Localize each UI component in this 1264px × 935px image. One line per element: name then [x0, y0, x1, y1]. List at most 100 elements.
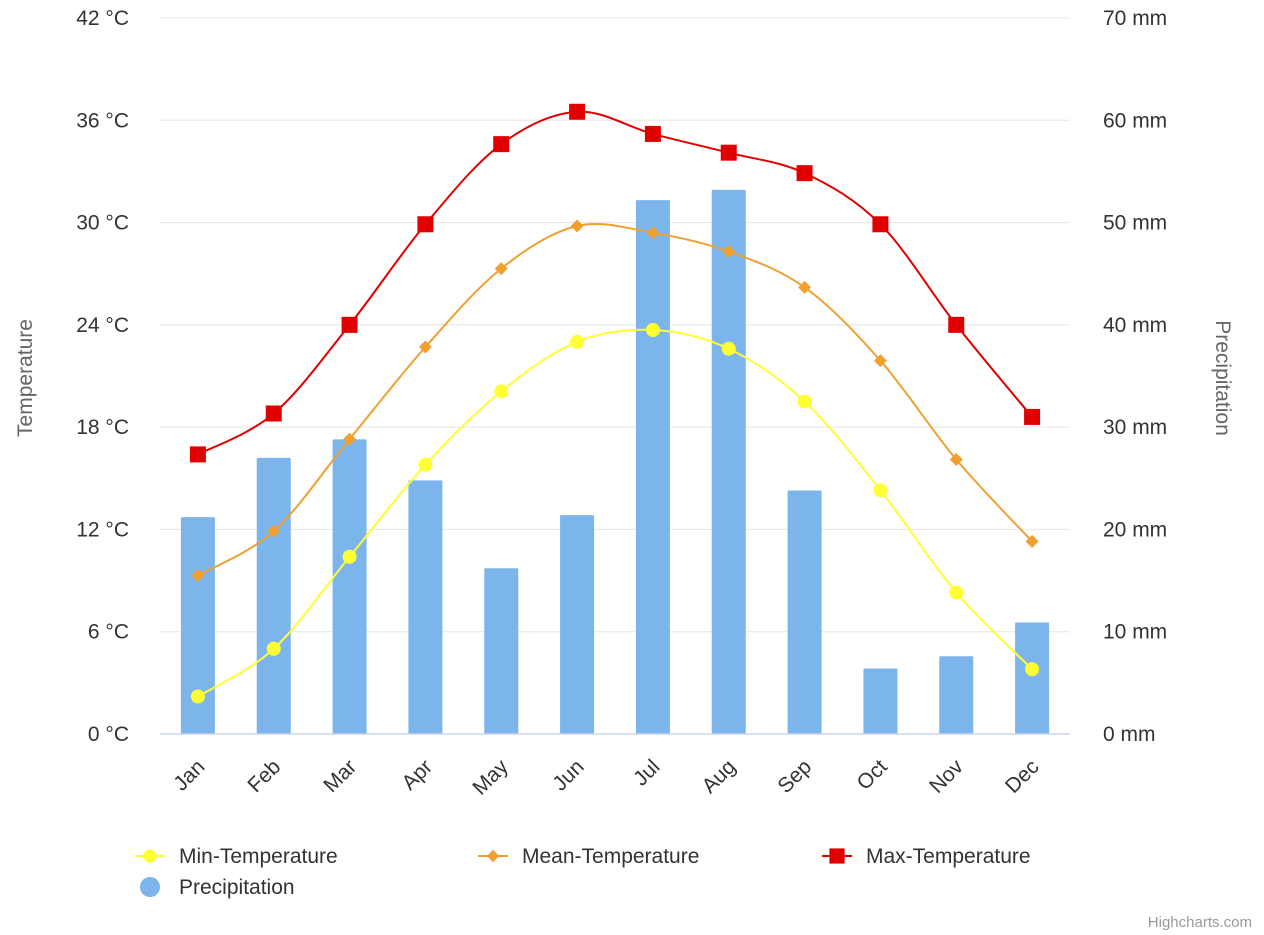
min-temperature-point: [873, 483, 888, 498]
x-tick-label: Sep: [773, 755, 816, 798]
x-tick-label: Aug: [698, 755, 741, 798]
min-temperature-point: [418, 457, 433, 472]
mean-temperature-point: [722, 245, 736, 259]
mean-temperature-point: [646, 226, 660, 240]
mean-temperature-point: [873, 354, 887, 368]
credit-text[interactable]: Highcharts.com: [1148, 914, 1252, 931]
left-tick-label: 0 °C: [88, 723, 129, 746]
max-temperature-point: [796, 165, 813, 182]
legend-label-precipitation: Precipitation: [179, 876, 295, 899]
x-axis-ticks: Jan Feb Mar Apr May Jun Jul Aug Sep Oct Nov Dec: [169, 755, 1043, 800]
max-temperature-point: [341, 316, 358, 333]
legend-symbol-precipitation: [140, 877, 160, 897]
legend-item-mean-temperature: Mean-Temperature: [478, 845, 699, 868]
mean-temperature-point: [798, 280, 812, 294]
precipitation-bar: [256, 457, 291, 734]
right-tick-label: 10 mm: [1103, 621, 1167, 644]
max-temperature-point: [265, 405, 282, 422]
max-temperature-point: [720, 144, 737, 161]
x-tick-label: Feb: [243, 755, 285, 797]
legend-marker-min-temperature: [143, 849, 157, 863]
max-temperature-point: [1024, 408, 1041, 425]
max-temperature-point: [872, 216, 889, 233]
right-tick-label: 60 mm: [1103, 109, 1167, 132]
min-temperature-point: [266, 641, 281, 656]
min-temperature-point: [645, 322, 660, 337]
right-tick-label: 20 mm: [1103, 518, 1167, 541]
x-tick-label: Jul: [629, 755, 664, 790]
max-temperature-point: [189, 446, 206, 463]
left-tick-label: 6 °C: [88, 621, 129, 644]
left-axis-ticks: 0 °C 6 °C 12 °C 18 °C 24 °C 30 °C 36 °C 42 °C: [76, 7, 129, 746]
right-axis-ticks: 0 mm 10 mm 20 mm 30 mm 40 mm 50 mm 60 mm 70 mm: [1103, 7, 1167, 746]
temperature-lines: [189, 103, 1041, 704]
mean-temperature-point: [1025, 534, 1039, 548]
min-temperature-point: [949, 585, 964, 600]
legend-marker-max-temperature: [829, 848, 845, 864]
legend-item-precipitation: Precipitation: [140, 876, 295, 899]
legend-label-max-temperature: Max-Temperature: [866, 845, 1031, 868]
legend-label-min-temperature: Min-Temperature: [179, 845, 338, 868]
left-tick-label: 30 °C: [76, 212, 129, 235]
max-temperature-point: [948, 316, 965, 333]
right-tick-label: 50 mm: [1103, 212, 1167, 235]
x-tick-label: Oct: [853, 755, 892, 794]
legend-marker-mean-temperature: [486, 849, 500, 863]
precipitation-bar: [408, 480, 443, 734]
x-tick-label: Apr: [398, 755, 437, 794]
right-tick-label: 40 mm: [1103, 314, 1167, 337]
right-tick-label: 70 mm: [1103, 7, 1167, 30]
x-tick-label: Jan: [169, 755, 209, 795]
mean-temperature-point: [267, 524, 281, 538]
legend-label-mean-temperature: Mean-Temperature: [522, 845, 699, 868]
min-temperature-point: [721, 341, 736, 356]
x-tick-label: Dec: [1001, 755, 1044, 798]
min-temperature-point: [570, 334, 585, 349]
mean-temperature-point: [494, 262, 508, 276]
x-tick-label: Jun: [548, 755, 588, 795]
precipitation-bar: [635, 200, 670, 734]
max-temperature-point: [569, 103, 586, 120]
legend-item-max-temperature: Max-Temperature: [822, 845, 1031, 868]
x-tick-label: May: [468, 755, 513, 800]
left-tick-label: 42 °C: [76, 7, 129, 30]
left-tick-label: 24 °C: [76, 314, 129, 337]
precipitation-bar: [560, 515, 595, 734]
precipitation-bar: [863, 668, 898, 734]
max-temperature-point: [644, 125, 661, 142]
mean-temperature-point: [949, 453, 963, 467]
mean-temperature-point: [570, 219, 584, 233]
mean-temperature-point: [418, 340, 432, 354]
mean-temperature-line: [197, 222, 1033, 577]
min-temperature-line: [197, 328, 1033, 698]
precipitation-bar: [939, 656, 974, 734]
left-axis-title: Temperature: [14, 319, 37, 437]
min-temperature-point: [797, 394, 812, 409]
grid-lines: [160, 17, 1070, 735]
precipitation-bar: [332, 439, 367, 734]
max-temperature-point: [493, 136, 510, 153]
left-tick-label: 18 °C: [76, 416, 129, 439]
precipitation-bar: [787, 490, 822, 734]
left-tick-label: 36 °C: [76, 109, 129, 132]
legend-item-min-temperature: Min-Temperature: [135, 845, 338, 868]
precipitation-bars: [180, 189, 1050, 735]
legend: Min-Temperature Mean-Temperature Max-Tempe…: [135, 845, 1031, 899]
max-temperature-point: [417, 216, 434, 233]
min-temperature-point: [494, 384, 509, 399]
left-tick-label: 12 °C: [76, 518, 129, 541]
x-tick-label: Nov: [925, 755, 968, 798]
x-tick-label: Mar: [319, 755, 361, 797]
mean-temperature-point: [191, 568, 205, 582]
precipitation-bar: [711, 189, 746, 735]
min-temperature-point: [1025, 662, 1040, 677]
precipitation-bar: [484, 568, 519, 734]
min-temperature-point: [342, 549, 357, 564]
max-temperature-line: [197, 110, 1033, 456]
right-axis-title: Precipitation: [1211, 320, 1234, 436]
precipitation-bar: [1015, 622, 1050, 734]
right-tick-label: 30 mm: [1103, 416, 1167, 439]
min-temperature-point: [190, 689, 205, 704]
mean-temperature-point: [343, 432, 357, 446]
